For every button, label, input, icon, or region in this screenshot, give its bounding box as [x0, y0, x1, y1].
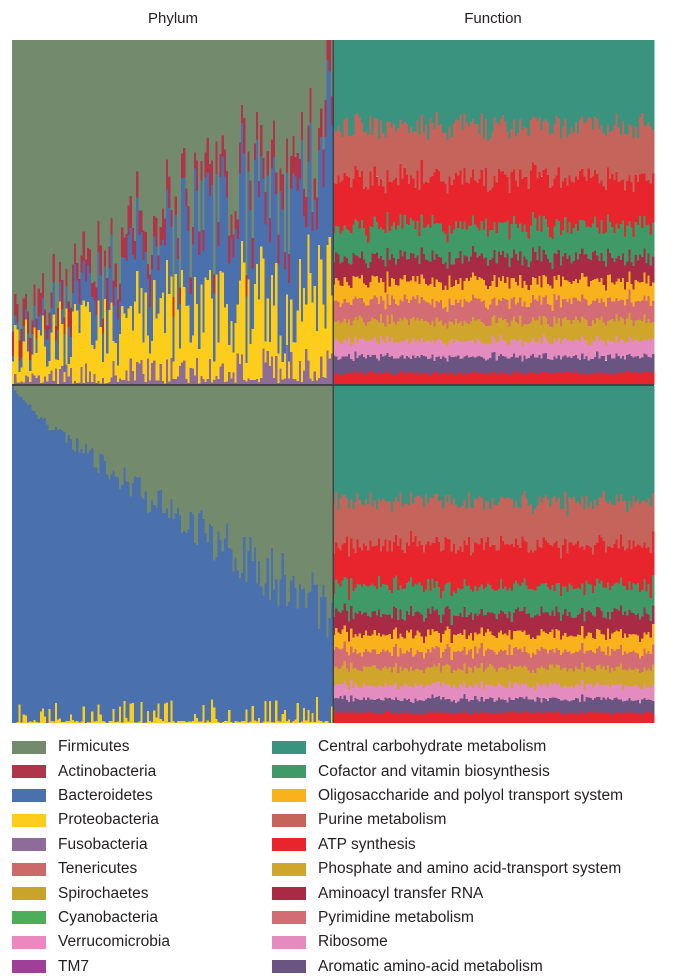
legend-item: Firmicutes	[12, 735, 170, 759]
bar-segment	[652, 371, 655, 385]
legend-swatch	[272, 789, 306, 802]
legend-swatch	[272, 863, 306, 876]
legend-item: Oligosaccharide and polyol transport sys…	[272, 784, 623, 808]
legend-label: Actinobacteria	[58, 763, 156, 781]
legend-swatch	[12, 765, 46, 778]
legend-swatch	[272, 960, 306, 973]
bar-segment	[652, 339, 655, 354]
legend-item: Actinobacteria	[12, 759, 170, 783]
legend-item: Tenericutes	[12, 857, 170, 881]
bar-segment	[652, 256, 655, 282]
function-bottom-panel	[333, 386, 654, 723]
phylum-bottom-panel	[12, 386, 333, 723]
legend-label: Purine metabolism	[318, 811, 446, 829]
legend-item: Aromatic amino-acid metabolism	[272, 955, 623, 979]
legend-item: Ribosome	[272, 930, 623, 954]
bar-segment	[652, 685, 655, 701]
legend-label: Cofactor and vitamin biosynthesis	[318, 763, 550, 781]
bar-segment	[652, 282, 655, 301]
legend-swatch	[12, 789, 46, 802]
legend-label: Central carbohydrate metabolism	[318, 738, 546, 756]
legend-label: Verrucomicrobia	[58, 933, 170, 951]
legend-label: Pyrimidine metabolism	[318, 909, 474, 927]
bar-segment	[652, 664, 655, 684]
legend-item: Bacteroidetes	[12, 784, 170, 808]
legend-item: Fusobacteria	[12, 833, 170, 857]
legend-item: ATP synthesis	[272, 833, 623, 857]
legend-label: Phosphate and amino acid-transport syste…	[318, 860, 621, 878]
bar-segment	[652, 701, 655, 714]
bar-segment	[652, 624, 655, 644]
bar-segment	[652, 493, 655, 531]
bar-segment	[652, 222, 655, 256]
bar-segment	[652, 354, 655, 371]
bar-segment	[652, 301, 655, 322]
legend-swatch	[272, 936, 306, 949]
bar-segment	[652, 130, 655, 173]
function-top-panel	[333, 40, 654, 385]
legend-label: TM7	[58, 958, 89, 976]
bar-segment	[652, 532, 655, 575]
bar-segment	[652, 174, 655, 223]
legend-item: Spirochaetes	[12, 881, 170, 905]
legend-swatch	[12, 863, 46, 876]
legend-item: Purine metabolism	[272, 808, 623, 832]
bar-segment	[652, 575, 655, 606]
legend-item: Central carbohydrate metabolism	[272, 735, 623, 759]
legend-item: Proteobacteria	[12, 808, 170, 832]
legend-label: Cyanobacteria	[58, 909, 158, 927]
legend-swatch	[12, 838, 46, 851]
legend-swatch	[272, 911, 306, 924]
legend-label: ATP synthesis	[318, 836, 416, 854]
legend-label: Fusobacteria	[58, 836, 148, 854]
bar-segment	[652, 386, 655, 493]
bar-segment	[652, 714, 655, 723]
bar-segment	[652, 645, 655, 665]
legend-swatch	[12, 936, 46, 949]
legend-label: Bacteroidetes	[58, 787, 153, 805]
legend-swatch	[272, 741, 306, 754]
legend-label: Firmicutes	[58, 738, 129, 756]
legend-item: Verrucomicrobia	[12, 930, 170, 954]
legend-item: TM7	[12, 955, 170, 979]
legend-item: Cofactor and vitamin biosynthesis	[272, 759, 623, 783]
legend-label: Oligosaccharide and polyol transport sys…	[318, 787, 623, 805]
function-legend: Central carbohydrate metabolism Cofactor …	[272, 735, 623, 979]
bar-segment	[652, 605, 655, 624]
legend-swatch	[12, 911, 46, 924]
legend-item: Cyanobacteria	[12, 906, 170, 930]
legend-swatch	[272, 838, 306, 851]
legend-swatch	[12, 960, 46, 973]
stacked-bar-panels	[0, 0, 679, 730]
legend-label: Proteobacteria	[58, 811, 159, 829]
legend-swatch	[12, 741, 46, 754]
legend-swatch	[12, 814, 46, 827]
legend-swatch	[272, 814, 306, 827]
legend-swatch	[272, 887, 306, 900]
legend-item: Pyrimidine metabolism	[272, 906, 623, 930]
legend-label: Ribosome	[318, 933, 388, 951]
phylum-top-panel	[12, 40, 333, 385]
legend-item: Phosphate and amino acid-transport syste…	[272, 857, 623, 881]
legend-label: Spirochaetes	[58, 885, 148, 903]
legend-label: Aminoacyl transfer RNA	[318, 885, 483, 903]
bar-segment	[652, 322, 655, 339]
phylum-legend: Firmicutes Actinobacteria Bacteroidetes Pro…	[12, 735, 170, 979]
legend-label: Aromatic amino-acid metabolism	[318, 958, 543, 976]
bar-segment	[652, 40, 655, 130]
legend-swatch	[272, 765, 306, 778]
legend-swatch	[12, 887, 46, 900]
legend-label: Tenericutes	[58, 860, 137, 878]
legend-item: Aminoacyl transfer RNA	[272, 881, 623, 905]
